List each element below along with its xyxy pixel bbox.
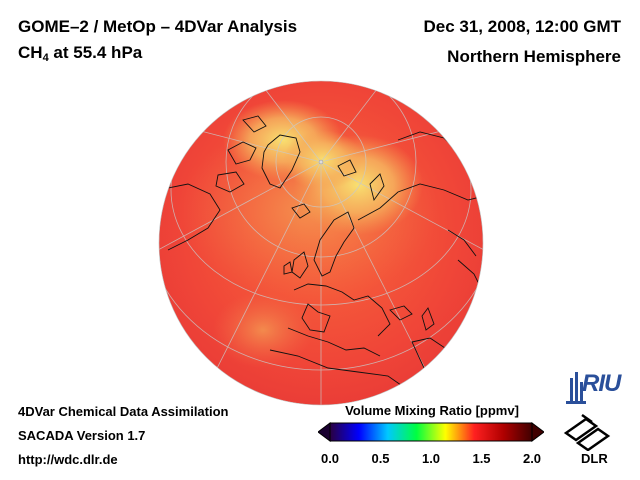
footer-url: http://wdc.dlr.de <box>18 452 118 467</box>
colorbar-tick-label: 0.0 <box>320 451 340 466</box>
footer-line-1: 4DVar Chemical Data Assimilation <box>18 404 229 419</box>
colorbar-tick-label: 1.0 <box>421 451 441 466</box>
species-label: CH <box>18 43 43 62</box>
title-line-1: GOME–2 / MetOp – 4DVar Analysis <box>18 17 298 36</box>
colorbar-tick-label: 1.5 <box>472 451 491 466</box>
species-subscript: 4 <box>42 52 49 64</box>
riu-logo-text: RIU <box>582 370 621 397</box>
region-label: Northern Hemisphere <box>447 47 621 66</box>
analysis-datetime: Dec 31, 2008, 12:00 GMT <box>423 17 621 36</box>
colorbar-tick-label: 0.5 <box>371 451 390 466</box>
riu-logo-icon <box>566 372 586 404</box>
colorbar-gradient <box>329 422 533 442</box>
globe-map <box>158 80 484 406</box>
colorbar <box>318 422 544 442</box>
colorbar-min-arrow <box>318 422 331 442</box>
colorbar-max-arrow <box>531 422 544 442</box>
colorbar-tick-label: 2.0 <box>522 451 542 466</box>
pressure-level: at 55.4 hPa <box>48 43 143 62</box>
colorbar-title: Volume Mixing Ratio [ppmv] <box>345 403 519 418</box>
title-line-2: CH4 at 55.4 hPa <box>18 43 142 64</box>
dlr-logo-text: DLR <box>581 451 608 466</box>
footer-line-2: SACADA Version 1.7 <box>18 428 146 443</box>
dlr-logo-icon <box>563 413 611 451</box>
